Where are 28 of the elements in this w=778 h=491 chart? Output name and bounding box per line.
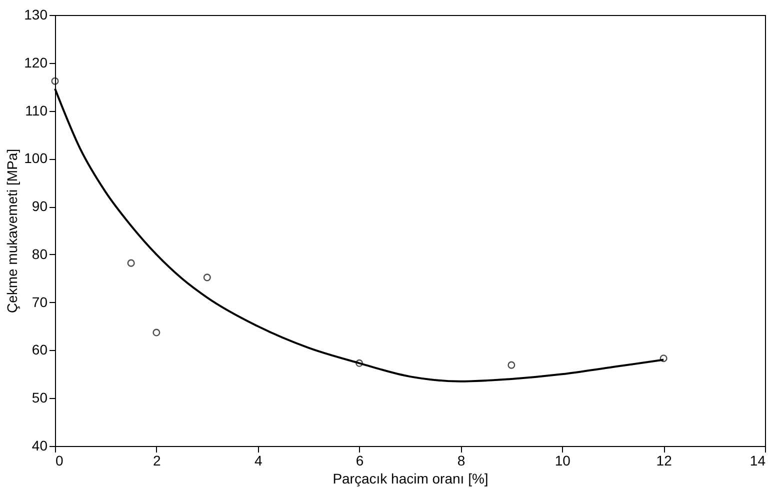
point [152,328,160,336]
y-tick-label: 70 [32,294,48,310]
y-tick-label: 40 [32,438,48,454]
x-tick-label: 4 [254,452,262,468]
y-tick-label: 50 [32,390,48,406]
point [660,354,668,362]
x-tick-label: 6 [356,452,364,468]
y-tick-label: 110 [25,102,48,118]
x-tick-label: 0 [56,452,64,468]
y-tick-label: 130 [24,6,48,22]
x-tick-label: 10 [554,452,571,468]
x-axis-title: Parçacık hacim oranı [%] [332,470,488,486]
point [508,361,516,369]
y-tick-label: 80 [32,246,48,262]
x-tick-label: 14 [750,452,766,468]
point [51,77,59,85]
x-tick-label: 2 [153,452,162,468]
x-tick-label: 12 [656,452,672,468]
y-axis-title: Çekme mukavemeti [MPa] [4,148,20,314]
y-tick-label: 120 [24,54,48,70]
point [356,359,364,367]
y-tick-label: 60 [32,342,48,358]
line-series [54,88,665,382]
point [127,259,135,267]
y-tick-label: 90 [32,198,48,214]
y-tick-label: 100 [24,150,48,166]
x-tick-label: 8 [457,452,466,468]
point [203,274,211,282]
